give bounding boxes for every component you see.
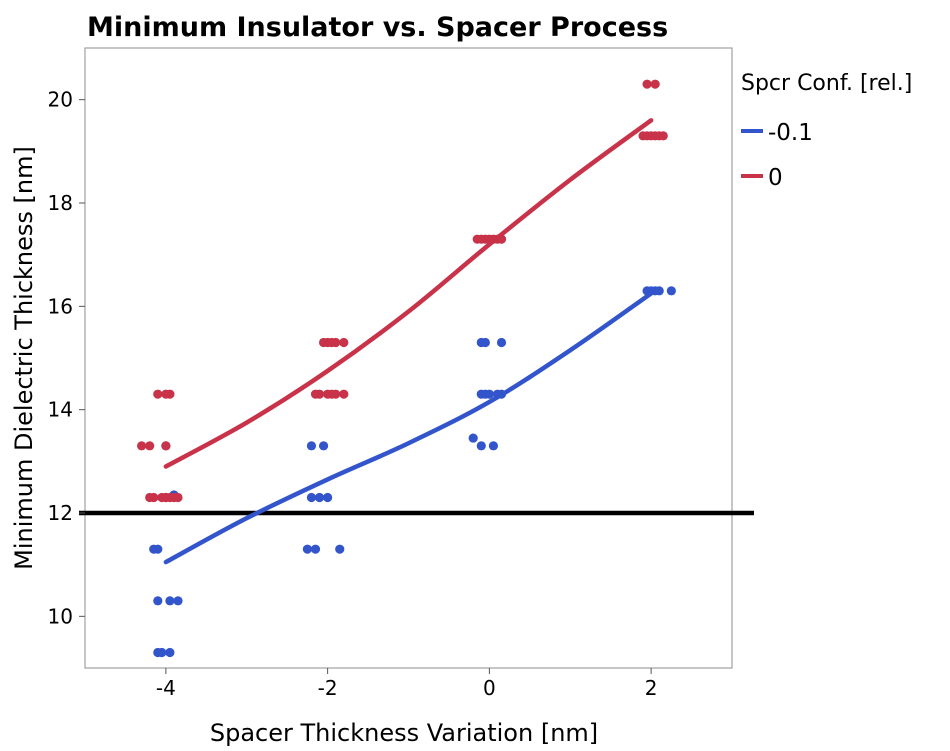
point-series-0-19[interactable] [468,433,478,443]
point-series-0-5[interactable] [173,596,183,606]
point-series-0-28[interactable] [480,337,490,348]
legend-title: Spcr Conf. [rel.] [741,71,912,96]
x-axis-title: Spacer Thickness Variation [nm] [210,719,598,747]
x-tick-label-3: 2 [645,676,658,700]
x-tick-label-0: -4 [156,676,176,700]
point-series-0-17[interactable] [306,441,317,451]
chart-title: Minimum Insulator vs. Spacer Process [87,12,668,43]
point-series-0-1[interactable] [157,647,167,658]
point-series-0-15[interactable] [314,492,325,503]
point-series-1-23[interactable] [339,337,349,348]
point-series-1-37[interactable] [642,79,652,89]
axis-ticks: -4 -2 0 2 10 12 14 16 18 20 [48,88,658,700]
point-series-0-2[interactable] [165,647,175,658]
data-marks [79,79,754,658]
point-series-0-11[interactable] [302,544,313,554]
point-series-1-6[interactable] [173,492,183,503]
legend: Spcr Conf. [rel.] -0.1 0 [741,71,912,191]
point-series-0-18[interactable] [318,441,329,451]
y-tick-label-5: 20 [48,88,73,112]
x-tick-label-2: 0 [483,676,496,700]
y-tick-label-3: 16 [48,294,73,318]
y-tick-label-0: 10 [48,604,73,628]
point-series-1-12[interactable] [165,389,175,399]
y-tick-label-2: 14 [48,398,73,422]
point-series-0-14[interactable] [306,492,317,503]
point-series-0-16[interactable] [323,492,333,503]
plot-area [84,47,733,669]
fit-line-series-1[interactable] [163,118,654,469]
point-series-0-29[interactable] [496,337,507,348]
fit-line-series-0[interactable] [163,291,654,565]
point-series-1-36[interactable] [658,131,668,141]
point-series-0-20[interactable] [476,441,486,451]
point-series-1-8[interactable] [145,441,155,451]
point-series-1-22[interactable] [331,337,341,348]
point-series-0-34[interactable] [666,286,676,296]
point-series-1-17[interactable] [331,389,341,399]
point-series-1-10[interactable] [153,389,163,399]
legend-item-1[interactable]: 0 [741,165,783,191]
point-series-0-3[interactable] [153,596,163,606]
point-series-1-18[interactable] [339,389,349,399]
point-series-1-38[interactable] [650,79,660,89]
y-axis-title: Minimum Dielectric Thickness [nm] [10,146,38,570]
point-series-1-1[interactable] [149,492,159,503]
point-series-0-12[interactable] [310,544,321,554]
point-series-1-9[interactable] [161,441,171,451]
y-tick-label-4: 18 [48,191,73,215]
legend-label-1: 0 [768,165,783,191]
point-series-1-14[interactable] [314,389,325,399]
point-series-0-21[interactable] [488,441,499,451]
point-series-0-24[interactable] [484,389,494,399]
x-tick-label-1: -2 [318,676,338,700]
y-tick-label-1: 12 [48,501,73,525]
point-series-0-4[interactable] [165,596,175,606]
point-series-1-7[interactable] [137,441,147,451]
legend-item-0[interactable]: -0.1 [741,120,813,146]
legend-label-0: -0.1 [768,120,813,146]
point-series-0-7[interactable] [153,544,163,554]
point-series-0-33[interactable] [654,286,664,296]
point-series-0-13[interactable] [335,544,345,554]
